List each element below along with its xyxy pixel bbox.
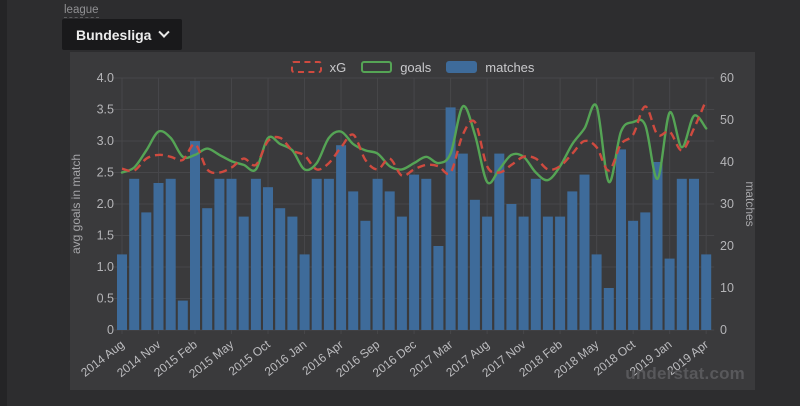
left-axis-tick-label: 0: [107, 323, 114, 337]
matches-bar[interactable]: [287, 216, 298, 330]
matches-filled-swatch-icon: [446, 61, 478, 73]
matches-bar[interactable]: [616, 149, 626, 330]
matches-bar[interactable]: [250, 178, 261, 330]
matches-bar[interactable]: [238, 216, 249, 330]
legend-label-matches: matches: [485, 59, 535, 75]
right-axis-tick-label: 10: [720, 281, 734, 295]
matches-bar[interactable]: [153, 183, 164, 330]
matches-bar[interactable]: [567, 191, 578, 330]
matches-bar[interactable]: [190, 141, 200, 330]
matches-bar[interactable]: [202, 208, 213, 330]
matches-bar[interactable]: [372, 178, 383, 330]
left-axis-tick-label: 2.0: [97, 197, 114, 211]
matches-bar[interactable]: [165, 178, 176, 330]
matches-bar[interactable]: [482, 216, 493, 330]
league-field-label: league: [64, 4, 99, 18]
matches-bar[interactable]: [117, 254, 127, 330]
chart-panel: 0 0.5 1.0 1.5 2.0 2.5 3.0 3.5 4.0 0 10 20 30 40 50 60 20…: [70, 52, 755, 390]
right-axis-tick-label: 20: [720, 239, 734, 253]
matches-bar[interactable]: [348, 191, 359, 330]
league-select[interactable]: Bundesliga: [62, 19, 183, 50]
matches-bar[interactable]: [457, 153, 468, 330]
matches-bar[interactable]: [275, 208, 286, 330]
goals-outline-swatch-icon: [361, 61, 393, 73]
left-axis-tick-label: 1.0: [97, 260, 114, 274]
matches-bar[interactable]: [469, 199, 480, 330]
matches-bar[interactable]: [129, 178, 140, 330]
matches-bar[interactable]: [214, 178, 225, 330]
page-edge-strip: [0, 0, 7, 406]
matches-bar[interactable]: [689, 178, 699, 330]
matches-bar[interactable]: [360, 220, 371, 330]
matches-bar[interactable]: [676, 178, 687, 330]
matches-bar[interactable]: [591, 254, 602, 330]
left-axis-tick-label: 3.0: [97, 134, 114, 148]
matches-bar[interactable]: [396, 216, 407, 330]
matches-bar[interactable]: [299, 254, 310, 330]
matches-bar[interactable]: [433, 246, 444, 330]
matches-bar[interactable]: [177, 300, 188, 330]
xg-line[interactable]: [121, 99, 708, 178]
goals-line[interactable]: [120, 103, 708, 185]
right-axis-tick-label: 60: [720, 71, 734, 85]
right-axis-tick-label: 50: [720, 113, 734, 127]
matches-bar[interactable]: [664, 258, 675, 330]
matches-bar[interactable]: [530, 178, 541, 330]
legend-item-goals[interactable]: goals: [361, 60, 431, 75]
matches-bar[interactable]: [555, 216, 566, 330]
matches-bar[interactable]: [628, 220, 639, 330]
matches-bar[interactable]: [409, 174, 420, 330]
left-axis-tick-label: 2.5: [97, 166, 114, 180]
matches-bar[interactable]: [445, 107, 456, 331]
matches-bar[interactable]: [311, 178, 322, 330]
matches-bar[interactable]: [506, 204, 517, 330]
matches-bar[interactable]: [579, 174, 590, 330]
right-axis-title: matches: [743, 181, 755, 226]
left-axis-title: avg goals in match: [70, 154, 83, 254]
matches-bar[interactable]: [701, 254, 712, 330]
matches-bar[interactable]: [494, 153, 505, 330]
combo-chart: 00.51.01.52.02.53.03.54.0010203040506020…: [70, 71, 755, 381]
matches-bars: [117, 107, 712, 331]
legend-item-matches[interactable]: matches: [446, 60, 534, 75]
legend-item-xg[interactable]: xG: [290, 59, 347, 75]
matches-bar[interactable]: [263, 187, 273, 330]
left-axis-tick-label: 1.5: [97, 229, 114, 243]
matches-bar[interactable]: [603, 288, 614, 330]
right-axis-tick-label: 30: [720, 197, 734, 211]
chevron-down-icon: [158, 26, 171, 38]
legend-label-xg: xG: [329, 59, 347, 75]
left-axis-tick-label: 3.5: [97, 103, 114, 117]
right-axis-tick-label: 40: [720, 155, 734, 169]
xg-dashed-swatch-icon: [290, 61, 322, 73]
matches-bar[interactable]: [421, 178, 432, 330]
matches-bar[interactable]: [542, 216, 553, 330]
matches-bar[interactable]: [640, 212, 651, 330]
league-selected-value: Bundesliga: [76, 26, 152, 43]
legend-label-goals: goals: [400, 59, 432, 75]
matches-bar[interactable]: [323, 178, 334, 330]
left-axis-tick-label: 0.5: [97, 292, 114, 306]
matches-bar[interactable]: [336, 145, 347, 330]
matches-bar[interactable]: [652, 162, 663, 330]
chart-legend: xG goals matches: [70, 56, 755, 78]
right-axis-tick-label: 0: [720, 323, 727, 337]
matches-bar[interactable]: [141, 212, 152, 330]
matches-bar[interactable]: [384, 191, 395, 330]
left-axis-tick-label: 4.0: [97, 71, 114, 85]
understat-watermark: understat.com: [625, 364, 745, 383]
matches-bar[interactable]: [518, 216, 529, 330]
matches-bar[interactable]: [226, 178, 237, 330]
